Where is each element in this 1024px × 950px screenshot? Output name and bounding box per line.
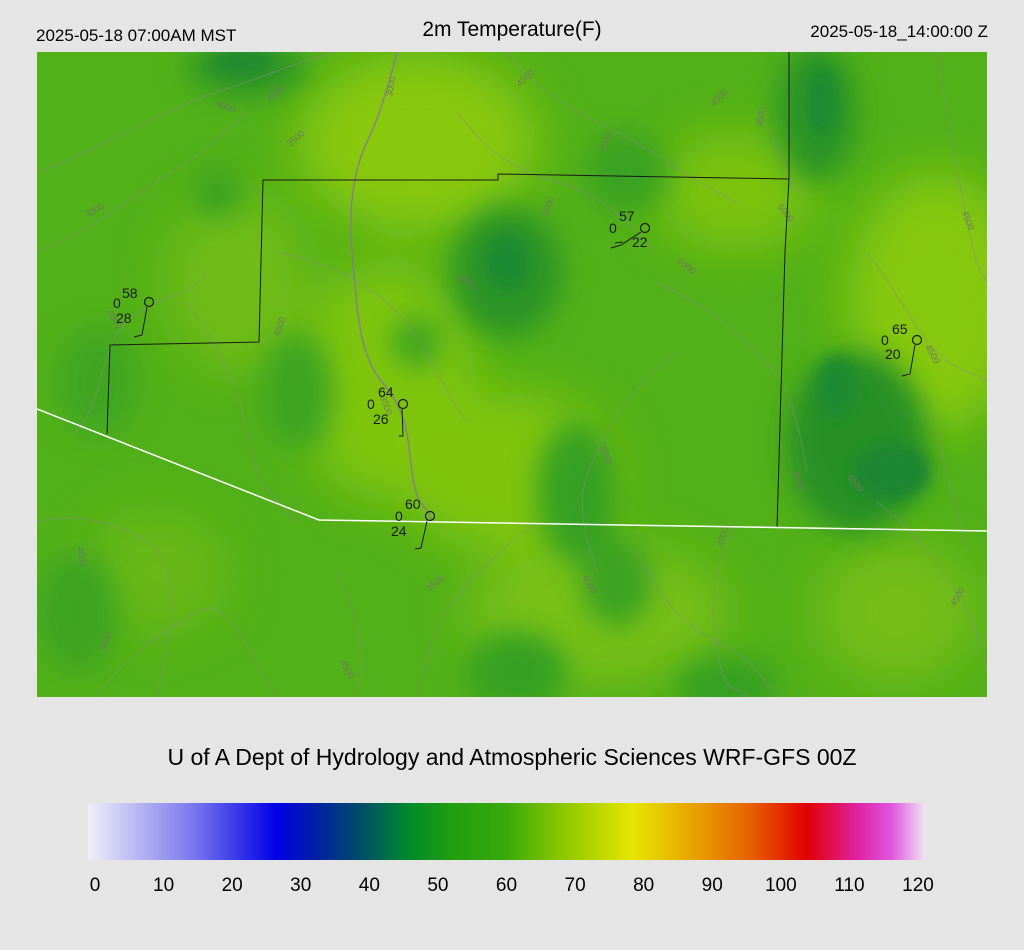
- state-boundary: [37, 408, 987, 532]
- station-temp: 58: [122, 285, 138, 301]
- station-marker: [639, 222, 651, 234]
- wind-barb: [414, 520, 428, 550]
- county-line-north: [263, 52, 790, 181]
- station-wx: 0: [113, 295, 121, 311]
- colorbar-tick-label: 20: [221, 875, 243, 896]
- station-marker: [143, 296, 155, 308]
- colorbar-tick-label: 120: [902, 875, 934, 896]
- colorbar: [88, 803, 926, 860]
- wind-barb: [133, 306, 148, 338]
- colorbar-tick-label: 0: [89, 875, 101, 896]
- contour-label: 3000: [384, 76, 397, 97]
- station-4[interactable]: 60 0 24: [391, 496, 436, 550]
- temperature-map: 4000 3000 4000 4500 3500 4500 3500 4500 …: [37, 52, 987, 697]
- map-title: 2m Temperature(F): [422, 18, 602, 41]
- station-dewpoint: 28: [116, 310, 132, 326]
- colorbar-tick-label: 90: [701, 875, 723, 896]
- station-3[interactable]: 64 0 26: [367, 384, 409, 437]
- colorbar-tick-label: 10: [153, 875, 175, 896]
- station-wx: 0: [395, 508, 403, 524]
- wind-barb: [901, 344, 916, 377]
- station-wx: 0: [367, 396, 375, 412]
- colorbar-tick-label: 80: [633, 875, 655, 896]
- station-wx: 0: [609, 220, 617, 236]
- colorbar-gradient: [88, 803, 926, 860]
- wind-barb: [399, 408, 404, 437]
- contour-label: 4000: [75, 546, 88, 567]
- station-temp: 65: [892, 321, 908, 337]
- station-temp: 64: [378, 384, 394, 400]
- colorbar-tick-label: 110: [834, 875, 865, 896]
- station-marker: [397, 398, 409, 410]
- local-time: 2025-05-18 07:00AM MST: [36, 26, 237, 45]
- station-2[interactable]: 65 0 20: [881, 321, 923, 377]
- map-header: 2025-05-18 07:00AM MST 2m Temperature(F)…: [0, 0, 1024, 52]
- colorbar-tick-label: 30: [290, 875, 312, 896]
- county-boundaries: [106, 52, 790, 529]
- station-0[interactable]: 58 0 28: [113, 285, 155, 338]
- wind-barb: [610, 231, 642, 249]
- colorbar-tick-label: 50: [427, 875, 449, 896]
- station-dewpoint: 22: [632, 234, 648, 250]
- elevation-contours: [37, 52, 987, 697]
- utc-time: 2025-05-18_14:00:00 Z: [810, 22, 988, 41]
- contour-label: 4500: [754, 106, 767, 127]
- station-dewpoint: 20: [885, 346, 901, 362]
- station-temp: 57: [619, 208, 635, 224]
- station-temp: 60: [405, 496, 421, 512]
- darkest-cores: [212, 52, 930, 500]
- colorbar-tick-label: 70: [564, 875, 586, 896]
- station-marker: [424, 510, 436, 522]
- station-dewpoint: 26: [373, 411, 389, 427]
- station-1[interactable]: 57 0 22: [609, 208, 651, 250]
- temperature-field: 4000 3000 4000 4500 3500 4500 3500 4500 …: [37, 52, 987, 697]
- colorbar-tick-label: 60: [495, 875, 518, 896]
- colorbar-tick-label: 100: [764, 875, 797, 896]
- station-marker: [911, 334, 923, 346]
- station-dewpoint: 24: [391, 523, 407, 539]
- colorbar-ticks: 0 10 20 30 40 50 60 70 80 90 100 110 120: [0, 875, 1024, 901]
- credit-text: U of A Dept of Hydrology and Atmospheric…: [167, 744, 857, 770]
- county-line-east: [776, 178, 790, 529]
- colorbar-tick-label: 40: [358, 875, 380, 896]
- county-line-west: [106, 179, 264, 435]
- station-wx: 0: [881, 332, 889, 348]
- river: [349, 52, 433, 523]
